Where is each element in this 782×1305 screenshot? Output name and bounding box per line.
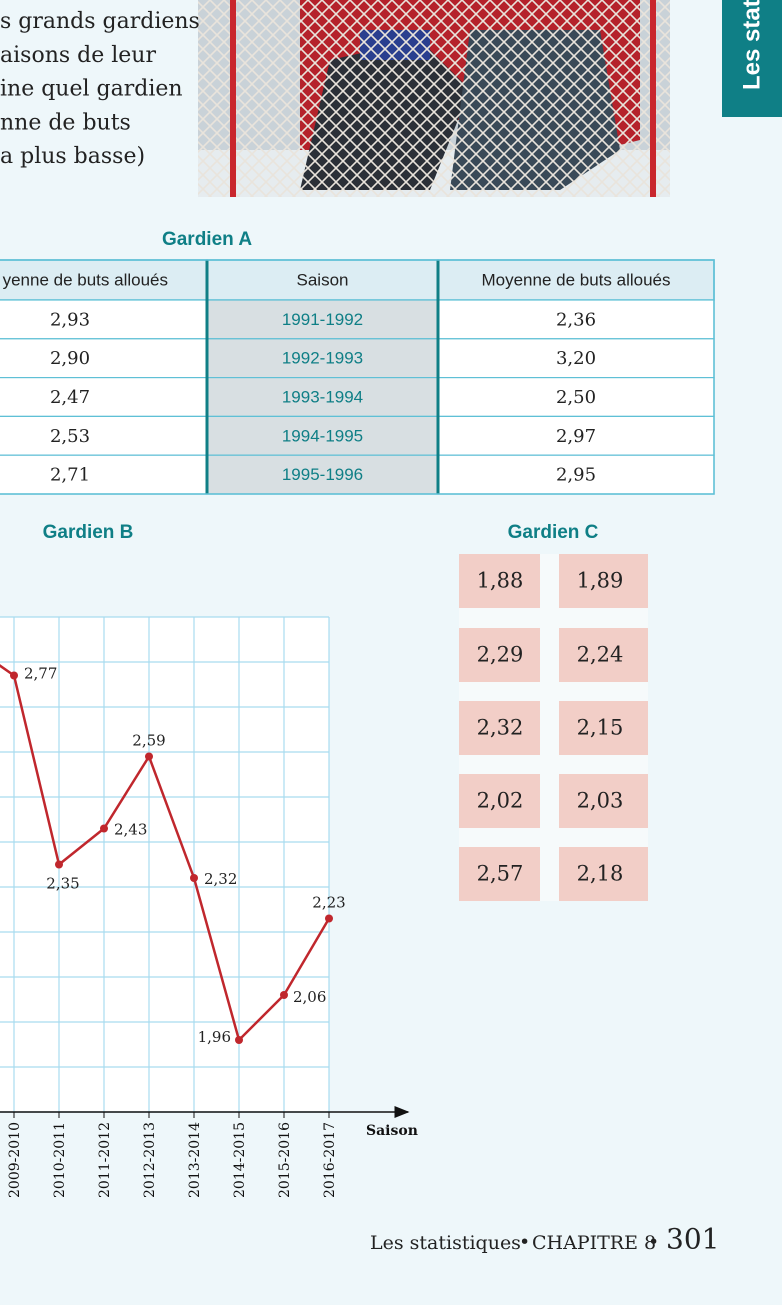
cell-value: 2,29	[477, 643, 524, 667]
value-cell	[459, 554, 540, 608]
data-point	[280, 991, 288, 999]
footer-separator: •	[519, 1231, 530, 1253]
season-label: 1991-1992	[282, 310, 363, 329]
x-tick-label: 2014-2015	[232, 1122, 248, 1198]
table-cell	[206, 415, 439, 456]
data-point	[145, 752, 153, 761]
photo	[198, 0, 670, 197]
table-value: 2,50	[556, 387, 596, 408]
value-cell	[559, 554, 648, 608]
season-label: 1992-1993	[282, 349, 363, 368]
cell-value: 2,15	[577, 716, 624, 740]
intro-line: a plus basse)	[0, 144, 145, 169]
table-cell	[206, 454, 439, 495]
data-point	[235, 1036, 243, 1044]
table-header-cell	[0, 259, 208, 301]
table-cell	[0, 454, 208, 495]
x-tick-label: 2016-2017	[322, 1122, 338, 1198]
table-header: Saison	[297, 270, 349, 289]
table-border	[0, 259, 715, 495]
cell-value: 1,89	[577, 569, 624, 593]
x-axis-label: Saison	[366, 1123, 418, 1139]
x-tick-label: 2012-2013	[142, 1122, 158, 1198]
cell-value: 2,03	[577, 789, 624, 813]
x-tick-label: 2013-2014	[187, 1122, 203, 1198]
x-tick-label: 2010-2011	[52, 1122, 68, 1198]
value-cell	[559, 774, 648, 828]
data-label: 2,32	[204, 870, 237, 888]
table-header: Moyenne de buts alloués	[481, 270, 670, 289]
cell-value: 2,24	[577, 643, 624, 667]
data-label: 2,59	[132, 732, 165, 750]
data-label: 2,43	[114, 821, 147, 839]
data-label: 1,96	[198, 1028, 231, 1046]
table-title: Gardien A	[162, 229, 252, 250]
data-point	[325, 914, 333, 923]
x-tick-label: 2015-2016	[277, 1122, 293, 1198]
value-cell	[459, 628, 540, 682]
page-number: 301	[666, 1223, 719, 1256]
table-cell	[0, 299, 208, 340]
table-value: 2,36	[556, 309, 596, 330]
data-point	[190, 874, 198, 882]
table-header: yenne de buts alloués	[3, 270, 168, 289]
table-value: 2,93	[50, 309, 90, 330]
grid-title: Gardien C	[508, 522, 599, 543]
value-cell	[559, 847, 648, 901]
value-cell	[459, 847, 540, 901]
cell-value: 2,32	[477, 716, 524, 740]
footer-separator: •	[648, 1231, 659, 1253]
cell-value: 2,02	[477, 789, 524, 813]
data-point	[10, 671, 18, 680]
footer-chapter: CHAPITRE 8	[532, 1232, 656, 1254]
table-value: 2,97	[556, 426, 596, 447]
intro-line: nne de buts	[0, 110, 131, 135]
table-value: 2,53	[50, 426, 90, 447]
season-label: 1994-1995	[282, 426, 363, 445]
cell-value: 2,18	[577, 862, 624, 886]
season-label: 1993-1994	[282, 387, 363, 406]
table-value: 2,71	[50, 465, 90, 486]
data-point	[55, 860, 63, 869]
x-tick-label: 2009-2010	[7, 1122, 23, 1198]
intro-line: ine quel gardien	[0, 77, 183, 102]
table-cell	[0, 415, 208, 456]
intro-line: s grands gardiens	[0, 9, 200, 34]
chart-title: Gardien B	[43, 522, 134, 543]
value-cell	[459, 774, 540, 828]
cell-value: 2,57	[477, 862, 524, 886]
value-cell	[459, 701, 540, 755]
x-tick-label: 2011-2012	[97, 1122, 113, 1198]
table-cell	[437, 454, 715, 495]
data-label: 2,23	[312, 894, 345, 912]
season-label: 1995-1996	[282, 465, 363, 484]
data-label: 2,06	[293, 988, 326, 1006]
table-cell	[0, 338, 208, 379]
plot-area	[0, 617, 329, 1112]
data-point	[100, 824, 108, 833]
table-value: 2,90	[50, 348, 90, 369]
table-value: 3,20	[556, 348, 596, 369]
table-cell	[0, 377, 208, 418]
table-cell	[437, 415, 715, 456]
footer-section: Les statistiques	[370, 1232, 521, 1254]
side-tab-label: Les stati	[738, 0, 765, 90]
side-tab: Les stati	[722, 0, 782, 117]
cell-value: 1,88	[477, 569, 524, 593]
table-value: 2,47	[50, 387, 90, 408]
table-value: 2,95	[556, 465, 596, 486]
value-cell	[559, 628, 648, 682]
intro-line: aisons de leur	[0, 43, 156, 68]
data-label: 2,35	[46, 875, 79, 893]
value-cell	[559, 701, 648, 755]
data-label: 2,77	[24, 665, 57, 683]
